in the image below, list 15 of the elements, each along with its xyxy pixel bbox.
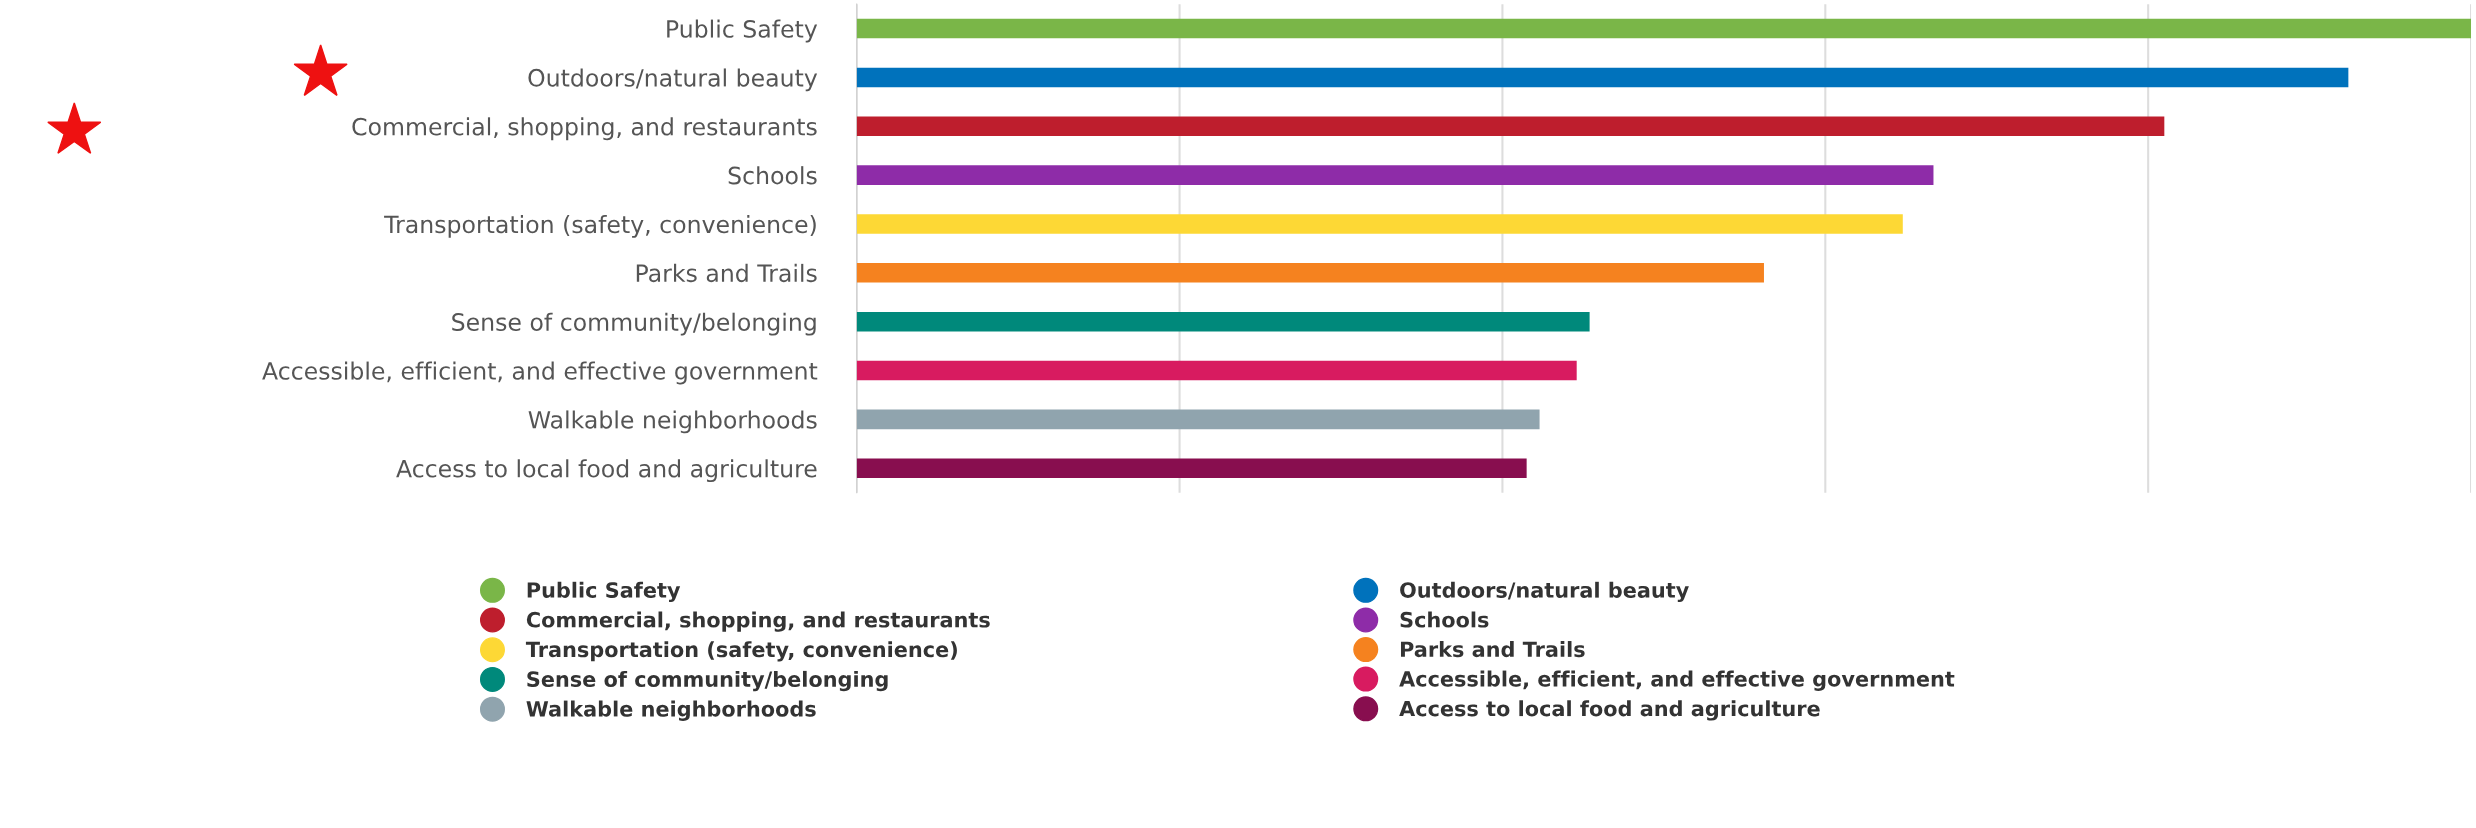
y-tick-label: Sense of community/belonging — [452, 312, 816, 336]
y-tick-label: Parks and Trails — [636, 263, 817, 283]
y-tick-label: Commercial, shopping, and restaurants — [352, 117, 817, 141]
y-tick-label: Schools — [728, 166, 817, 185]
y-tick-label: Access to local food and agriculture — [396, 459, 817, 483]
y-tick-label: Transportation (safety, convenience) — [384, 215, 816, 238]
legend-label: Parks and Trails — [1401, 641, 1585, 658]
y-tick-label: Walkable neighborhoods — [528, 410, 817, 434]
legend-label: Accessible, efficient, and effective government — [1399, 670, 1955, 691]
y-tick-label: Public Safety — [667, 19, 818, 43]
legend-label: Outdoors/natural beauty — [1400, 581, 1689, 603]
y-tick-label: Outdoors/natural beauty — [528, 68, 818, 92]
legend-label: Schools — [1400, 611, 1489, 628]
legend-label: Access to local food and agriculture — [1399, 700, 1820, 721]
y-tick-label: Accessible, efficient, and effective government — [262, 361, 818, 385]
